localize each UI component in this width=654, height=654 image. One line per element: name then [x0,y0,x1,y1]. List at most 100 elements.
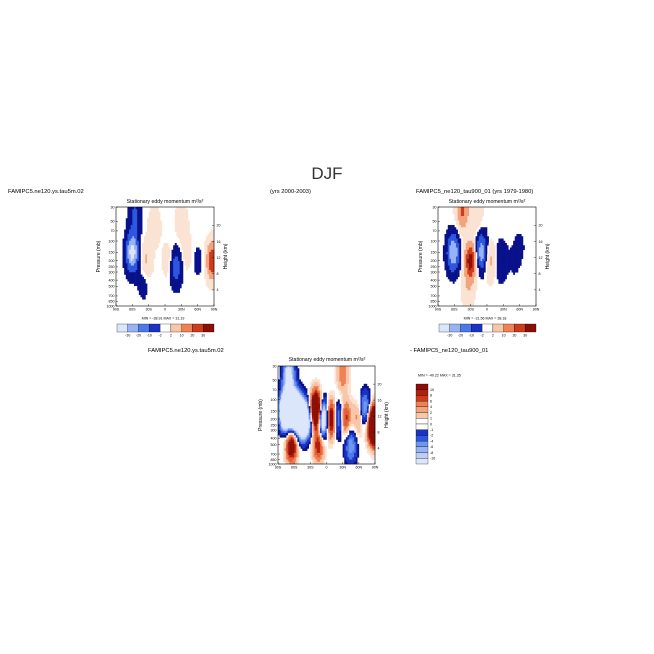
p3-cell [336,406,339,409]
p1-cell [147,267,149,271]
p1-cell [132,249,135,253]
p1-cell [178,231,180,235]
p3-cell [286,443,288,447]
p3-cell [347,426,350,429]
p3-cell [373,457,376,460]
p3-cell [332,406,335,409]
p1-cell [130,236,133,239]
p3-cell [347,401,350,405]
p1-cell [186,227,189,230]
p3-cell [347,452,350,456]
p3-cell [328,437,331,440]
p3-cell [279,366,282,369]
p3-cell [279,435,282,438]
p2-cell [485,234,488,237]
p3-cell [318,443,321,447]
p2-cell [487,279,489,282]
p2-cell [477,234,480,237]
p1-cell [186,240,189,244]
p3-cell [289,397,292,400]
p3-cell [316,459,319,463]
p1-cell [184,227,187,230]
p3-cell [352,455,355,458]
p1-cell [209,265,212,269]
p3-cell [328,430,331,434]
p2-cell [452,225,455,228]
p1-cell [187,263,190,266]
p1-cell [137,281,140,284]
p1-cell [189,236,192,239]
p3-cell [316,419,319,422]
p3-cell [297,394,300,398]
p3-cell [347,437,350,440]
p2-cell [503,261,506,264]
p1-cell [182,231,185,235]
p2-cell [446,252,449,255]
p2-cell [457,225,460,228]
p1-cell [182,222,185,226]
p2-cell [447,236,450,239]
p2-cell [485,236,488,239]
p1-y2label: Height (km) [223,243,229,269]
p3-cell [349,377,352,380]
p3-cell [336,383,339,387]
p1-cell [207,267,210,271]
p1-cell [147,256,149,260]
p2-cell [462,225,465,228]
p2-cell [500,247,502,251]
p1-cell [145,252,148,255]
p1-cell [129,274,131,278]
p3-cell [328,428,331,431]
p3-cell [365,423,368,427]
p3-cell [290,415,293,418]
p1-cell [132,256,135,260]
p2-cell [454,238,457,242]
p3-cell [284,421,287,425]
p1-cell [155,220,158,224]
p2-cell [482,252,485,255]
p2-cell [454,213,457,217]
p3-cell [294,428,297,431]
p2-xtick-label: 90N [533,308,540,312]
p3-cell [318,432,321,436]
p2-cell [504,261,507,264]
p1-cell [124,245,127,248]
p2-colorbar-box [449,323,461,333]
p2-cell [472,261,475,264]
p3-cell [328,410,331,414]
p3-cell [355,408,358,411]
p3-cell [313,457,316,460]
p3-cell [321,452,324,456]
p1-cell [187,261,190,264]
p2-cell [498,243,501,246]
p3-cell [350,437,353,440]
p1-cell [127,236,130,239]
p1-cell [130,231,133,235]
p2-cell [457,243,460,246]
p1-cell [130,247,133,251]
p1-cell [133,227,136,230]
p1-cell [150,263,153,266]
p1-cell [178,222,180,226]
p3-cell [284,370,287,373]
p3-cell [307,412,310,416]
p3-cell [349,370,352,373]
p2-cell [455,276,458,280]
p3-cell [373,399,376,402]
p1-cell [176,290,179,293]
p2-cell [469,247,471,251]
p3-cell [316,415,319,418]
p1-cell [151,254,154,257]
p3-cell [302,410,305,414]
p1-cell [158,213,161,217]
p3-cell [357,446,360,449]
p2-cell [455,216,458,219]
p2-cell [451,263,453,266]
p3-cell [307,437,310,440]
p1-cell [158,211,161,215]
p1-cell [182,218,185,221]
p3-cell [316,421,319,425]
p1-cell [153,213,156,217]
p2-cell [491,279,494,282]
p2-colorbar-box [503,323,515,333]
